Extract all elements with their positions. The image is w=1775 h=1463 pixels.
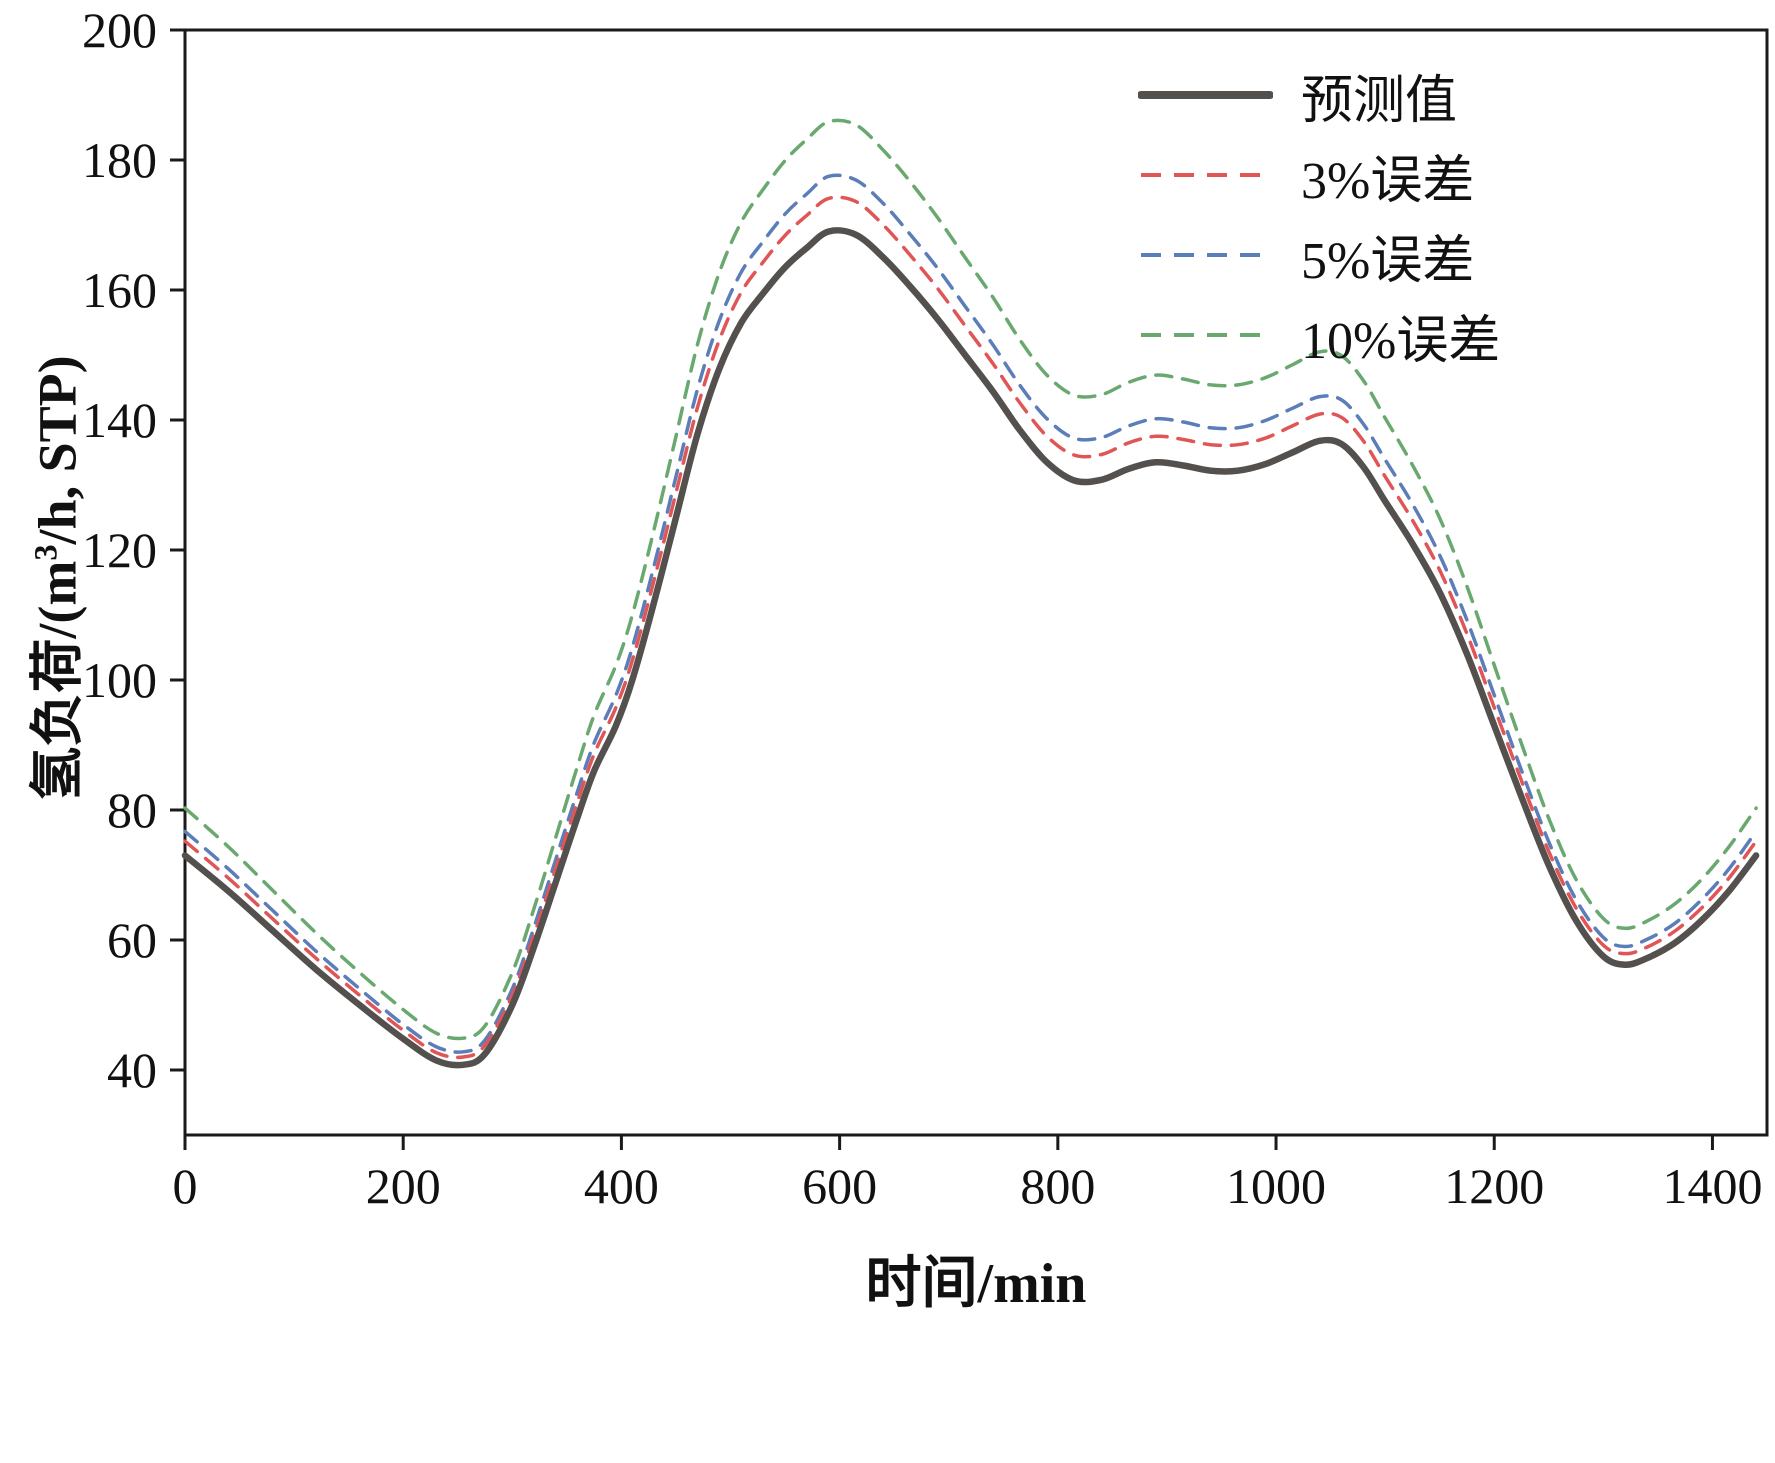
y-tick-label: 60 bbox=[107, 912, 157, 968]
legend-item-3pct: 3%误差 bbox=[1138, 142, 1500, 210]
y-axis: 40 60 80 100 120 140 160 180 200 bbox=[82, 2, 185, 1098]
y-tick-label: 180 bbox=[82, 132, 157, 188]
y-tick-label: 140 bbox=[82, 392, 157, 448]
plot-frame bbox=[183, 28, 1769, 1137]
series-line-3 bbox=[183, 118, 1758, 1041]
legend: 预测值 3%误差 5%误差 10%误差 bbox=[1138, 62, 1500, 370]
series-line-0 bbox=[181, 227, 1760, 1069]
series-line-1 bbox=[183, 195, 1758, 1060]
legend-label: 5%误差 bbox=[1301, 232, 1475, 290]
legend-item-10pct: 10%误差 bbox=[1138, 302, 1500, 370]
y-tick-label: 100 bbox=[82, 652, 157, 708]
x-tick-label: 200 bbox=[366, 1158, 441, 1214]
x-tick-label: 1000 bbox=[1226, 1158, 1326, 1214]
y-tick-label: 120 bbox=[82, 522, 157, 578]
y-axis-title: 氢负荷/(m3/h, STP) bbox=[13, 355, 92, 800]
x-tick-label: 0 bbox=[173, 1158, 198, 1214]
y-tick-label: 200 bbox=[82, 2, 157, 58]
legend-label: 3%误差 bbox=[1301, 152, 1475, 210]
y-axis-title-sup: 3 bbox=[28, 544, 65, 561]
y-tick-label: 80 bbox=[107, 782, 157, 838]
series-line-2 bbox=[183, 173, 1758, 1054]
x-axis-title: 时间/min bbox=[865, 1253, 1087, 1315]
x-tick-label: 600 bbox=[802, 1158, 877, 1214]
legend-dashed-line-sample bbox=[1141, 173, 1270, 177]
x-tick-label: 1400 bbox=[1662, 1158, 1762, 1214]
x-axis: 0 200 400 600 800 1000 1200 1400 bbox=[173, 1135, 1762, 1214]
x-tick-label: 1200 bbox=[1444, 1158, 1544, 1214]
y-axis-title-pre: 氢负荷/(m bbox=[27, 560, 88, 801]
x-tick-label: 800 bbox=[1020, 1158, 1095, 1214]
x-tick-label: 400 bbox=[584, 1158, 659, 1214]
y-axis-title-post: /h, STP) bbox=[27, 355, 88, 545]
legend-item-predicted: 预测值 bbox=[1138, 62, 1500, 130]
y-tick-label: 40 bbox=[107, 1042, 157, 1098]
legend-dashed-line-sample bbox=[1141, 253, 1270, 257]
legend-label: 预测值 bbox=[1301, 72, 1458, 130]
y-tick-label: 160 bbox=[82, 262, 157, 318]
legend-dashed-line-sample bbox=[1141, 333, 1270, 337]
legend-label: 10%误差 bbox=[1301, 312, 1501, 370]
legend-solid-line-sample bbox=[1138, 91, 1273, 99]
legend-item-5pct: 5%误差 bbox=[1138, 222, 1500, 290]
